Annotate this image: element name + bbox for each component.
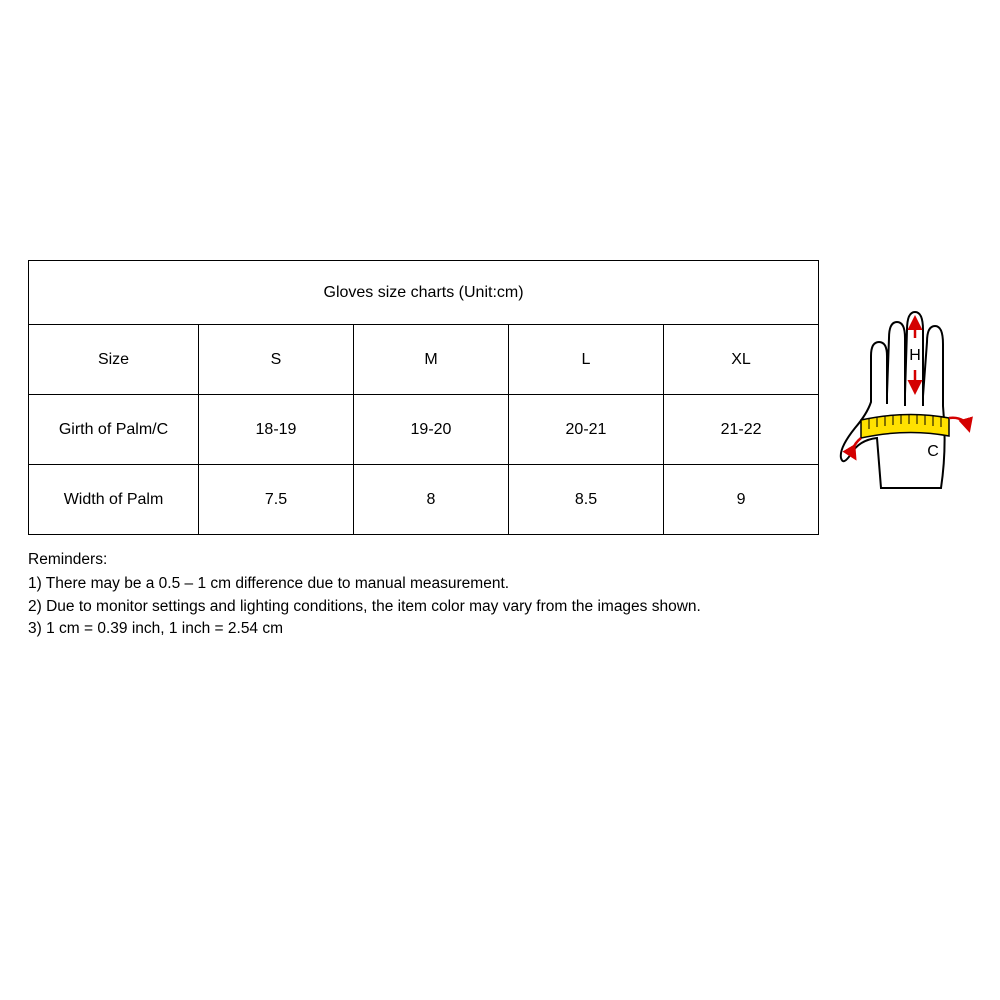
table-title-row: Gloves size charts (Unit:cm) xyxy=(29,261,819,325)
col-header: Size xyxy=(29,325,199,395)
main-row: Gloves size charts (Unit:cm) Size S M L … xyxy=(28,260,972,535)
hand-outline xyxy=(841,312,945,488)
cell: 9 xyxy=(664,465,819,535)
c-label: C xyxy=(927,443,939,460)
col-header: M xyxy=(354,325,509,395)
cell: 20-21 xyxy=(509,395,664,465)
size-chart-table: Gloves size charts (Unit:cm) Size S M L … xyxy=(28,260,819,535)
reminders: Reminders: 1) There may be a 0.5 – 1 cm … xyxy=(28,549,972,641)
table-row: Girth of Palm/C 18-19 19-20 20-21 21-22 xyxy=(29,395,819,465)
cell: 8.5 xyxy=(509,465,664,535)
col-header: L xyxy=(509,325,664,395)
col-header: XL xyxy=(664,325,819,395)
cell: 21-22 xyxy=(664,395,819,465)
hand-icon: H C xyxy=(837,298,977,498)
reminders-heading: Reminders: xyxy=(28,549,972,571)
cell: 19-20 xyxy=(354,395,509,465)
hand-diagram: H C xyxy=(837,298,977,498)
table-title: Gloves size charts (Unit:cm) xyxy=(29,261,819,325)
cell: 8 xyxy=(354,465,509,535)
reminder-item: 3) 1 cm = 0.39 inch, 1 inch = 2.54 cm xyxy=(28,618,972,640)
reminder-item: 1) There may be a 0.5 – 1 cm difference … xyxy=(28,573,972,595)
row-label: Width of Palm xyxy=(29,465,199,535)
cell: 7.5 xyxy=(199,465,354,535)
col-header: S xyxy=(199,325,354,395)
reminder-item: 2) Due to monitor settings and lighting … xyxy=(28,596,972,618)
h-label: H xyxy=(909,347,921,364)
cell: 18-19 xyxy=(199,395,354,465)
row-label: Girth of Palm/C xyxy=(29,395,199,465)
table-row: Width of Palm 7.5 8 8.5 9 xyxy=(29,465,819,535)
table-header-row: Size S M L XL xyxy=(29,325,819,395)
page: Gloves size charts (Unit:cm) Size S M L … xyxy=(0,0,1000,1000)
content: Gloves size charts (Unit:cm) Size S M L … xyxy=(28,260,972,641)
